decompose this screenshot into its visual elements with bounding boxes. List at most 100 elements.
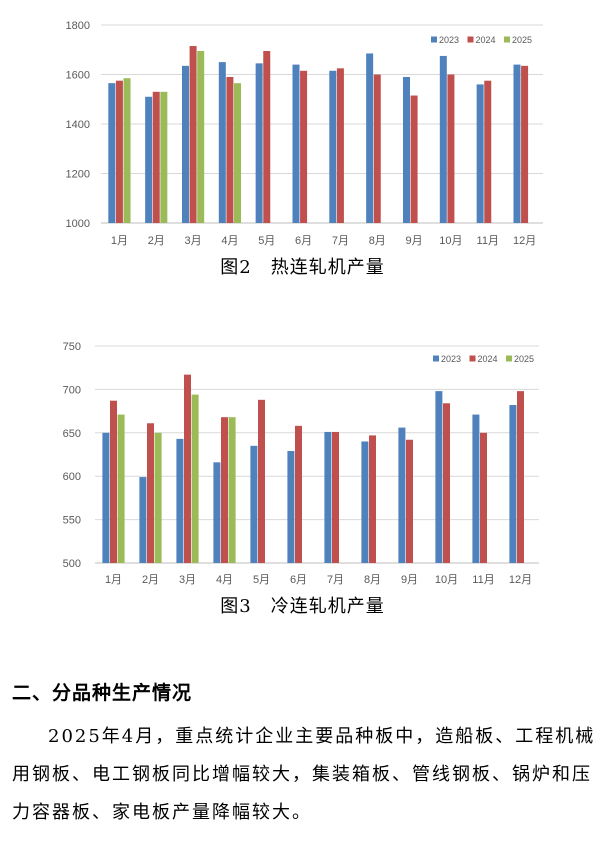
bar-2024-4 <box>221 417 228 563</box>
legend-label-2025: 2025 <box>512 35 532 45</box>
x-tick-label: 7月 <box>332 235 349 247</box>
bar-2025-3 <box>191 394 199 563</box>
x-tick-label: 5月 <box>253 574 270 586</box>
x-tick-label: 12月 <box>509 574 532 586</box>
legend-label-2023: 2023 <box>441 354 461 364</box>
y-tick-label: 1800 <box>66 20 90 32</box>
bar-2024-8 <box>373 74 381 223</box>
bar-2025-3 <box>197 50 205 223</box>
y-tick-label: 750 <box>63 341 81 353</box>
y-tick-label: 1600 <box>66 70 90 82</box>
legend-label-2025: 2025 <box>514 354 534 364</box>
bar-2023-12 <box>509 405 517 563</box>
bar-2024-5 <box>263 50 271 223</box>
y-tick-label: 650 <box>63 428 81 440</box>
x-tick-label: 4月 <box>216 574 233 586</box>
bar-2024-1 <box>110 400 117 563</box>
y-tick-label: 1000 <box>66 218 90 230</box>
bar-2023-3 <box>181 65 189 224</box>
bar-2024-4 <box>226 76 234 223</box>
x-tick-label: 3月 <box>179 574 196 586</box>
bar-2025-4 <box>234 83 242 223</box>
legend-label-2024: 2024 <box>476 35 496 45</box>
y-tick-label: 550 <box>63 515 81 527</box>
x-tick-label: 11月 <box>472 574 494 586</box>
bar-2024-7 <box>332 431 339 563</box>
legend-swatch-2024 <box>469 355 476 362</box>
x-tick-label: 8月 <box>369 235 386 247</box>
figure-caption: 图2 热连轧机产量 <box>220 257 385 278</box>
bar-2024-9 <box>406 439 413 563</box>
x-tick-label: 9月 <box>401 574 418 586</box>
y-tick-label: 600 <box>63 471 81 483</box>
bar-2023-12 <box>513 64 521 223</box>
bar-2024-9 <box>410 95 418 223</box>
bar-2024-6 <box>295 425 302 563</box>
bar-2023-8 <box>366 53 374 224</box>
bar-2023-10 <box>439 55 447 223</box>
bar-2024-3 <box>184 374 191 563</box>
x-tick-label: 6月 <box>290 574 307 586</box>
legend-label-2023: 2023 <box>439 35 459 45</box>
x-tick-label: 12月 <box>513 235 536 247</box>
body-paragraph: 2025年4月，重点统计企业主要品种板中，造船板、工程机械用钢板、电工钢板同比增… <box>12 726 596 823</box>
y-tick-label: 1200 <box>66 169 90 181</box>
bar-2023-7 <box>329 70 337 223</box>
bar-2023-6 <box>287 451 295 563</box>
bar-2024-2 <box>152 91 160 223</box>
x-tick-label: 10月 <box>435 574 458 586</box>
bar-2023-11 <box>472 414 480 563</box>
x-tick-label: 6月 <box>295 235 312 247</box>
x-tick-label: 3月 <box>185 235 202 247</box>
bar-2024-11 <box>480 432 487 563</box>
y-tick-label: 1400 <box>66 119 90 131</box>
x-tick-label: 4月 <box>221 235 238 247</box>
x-tick-label: 10月 <box>439 235 462 247</box>
x-tick-label: 1月 <box>105 574 122 586</box>
legend-swatch-2023 <box>431 36 437 43</box>
bar-2025-2 <box>160 91 168 223</box>
legend-swatch-2025 <box>506 355 512 362</box>
bar-chart-2: 500 550 600 650 700 750 1月 2月 3月 4月 5月 6月 7月 8月 9月 10月 1… <box>63 341 539 586</box>
bar-2023-11 <box>476 84 484 224</box>
x-tick-label: 1月 <box>111 235 128 247</box>
bar-2023-2 <box>139 477 147 563</box>
bar-2023-3 <box>176 438 184 563</box>
bar-2024-2 <box>147 423 154 563</box>
x-tick-label: 8月 <box>364 574 381 586</box>
bar-chart-1: 1000 1200 1400 1600 1800 1月 2月 3月 4月 5月 6月 7月 8月 9月 10… <box>66 20 543 247</box>
y-tick-label: 500 <box>63 558 81 570</box>
x-tick-label: 7月 <box>327 574 344 586</box>
bar-2023-8 <box>361 441 369 563</box>
bar-2023-4 <box>218 62 226 223</box>
figure-caption: 图3 冷连轧机产量 <box>220 596 385 617</box>
bar-2025-1 <box>123 78 131 224</box>
bar-2023-6 <box>292 64 300 223</box>
bar-2025-1 <box>117 414 125 563</box>
bar-2023-1 <box>102 432 110 563</box>
bar-2023-10 <box>435 391 443 563</box>
bar-2025-4 <box>228 417 236 563</box>
x-tick-label: 2月 <box>148 235 165 247</box>
y-tick-label: 700 <box>63 384 81 396</box>
legend-label-2024: 2024 <box>478 354 498 364</box>
bar-2024-11 <box>484 80 492 223</box>
bar-2024-12 <box>517 391 524 563</box>
x-tick-label: 11月 <box>477 235 499 247</box>
bar-2024-3 <box>189 46 197 223</box>
bar-2023-9 <box>398 427 406 563</box>
x-tick-label: 5月 <box>258 235 275 247</box>
bar-2023-7 <box>324 431 332 563</box>
bar-2025-2 <box>154 432 162 563</box>
bar-2024-6 <box>300 70 308 223</box>
bar-2024-12 <box>521 65 529 224</box>
legend-swatch-2024 <box>467 36 474 43</box>
bar-2023-9 <box>402 76 410 223</box>
section-heading: 二、分品种生产情况 <box>12 682 193 704</box>
bar-2024-5 <box>258 399 265 563</box>
bar-2023-1 <box>108 83 116 223</box>
bar-2023-5 <box>250 445 258 563</box>
x-tick-label: 2月 <box>142 574 159 586</box>
legend-swatch-2025 <box>504 36 510 43</box>
bar-2024-7 <box>336 68 344 223</box>
